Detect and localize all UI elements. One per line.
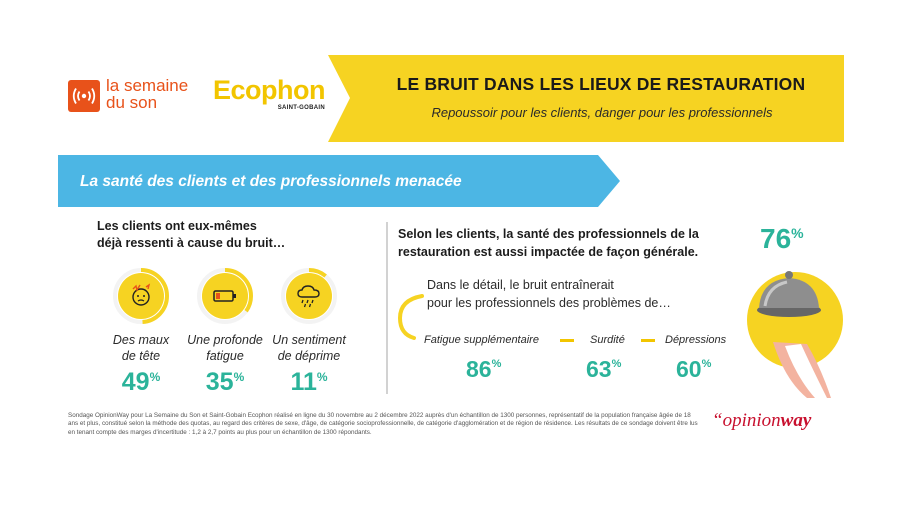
- stat-value: 35%: [175, 368, 275, 397]
- stat-value-unit: %: [316, 370, 328, 384]
- stat-value-unit: %: [149, 370, 161, 384]
- main-stat-unit: %: [791, 225, 804, 241]
- cat-fatigue-label: Fatigue supplémentaire: [424, 334, 539, 346]
- opinionway-quote: “: [712, 410, 723, 431]
- stat-value-number: 49: [121, 368, 150, 396]
- stat-label-line2: de déprime: [277, 349, 341, 363]
- cat-value-number: 60: [676, 356, 702, 382]
- left-heading-line1: Les clients ont eux-mêmes: [97, 219, 257, 233]
- left-heading-line2: déjà ressenti à cause du bruit…: [97, 236, 286, 250]
- stat-ring: [197, 268, 253, 324]
- sound-waves-icon: [68, 80, 100, 112]
- survey-footnote: Sondage OpinionWay pour La Semaine du So…: [68, 412, 698, 436]
- right-heading-line2: restauration est aussi impactée de façon…: [398, 245, 699, 259]
- right-heading: Selon les clients, la santé des professi…: [398, 225, 743, 261]
- stat-value-number: 35: [205, 368, 234, 396]
- detail-text: Dans le détail, le bruit entraînerait po…: [427, 276, 737, 312]
- stat-ring: [113, 268, 169, 324]
- stat-depression: Un sentiment de déprime 11%: [259, 268, 359, 398]
- title-banner: [328, 55, 844, 142]
- cat-value-unit: %: [611, 358, 622, 370]
- separator-dash: [641, 339, 655, 342]
- headache-icon: [118, 273, 164, 319]
- stat-value-unit: %: [233, 370, 245, 384]
- cat-depressions-value: 60%: [676, 356, 711, 383]
- section-banner: [58, 155, 620, 207]
- stat-label-line1: Une profonde: [187, 333, 263, 347]
- cat-value-number: 86: [466, 356, 492, 382]
- detail-line2: pour les professionnels des problèmes de…: [427, 296, 671, 310]
- cat-surdite-label: Surdité: [590, 334, 625, 346]
- opinionway-logo: “opinionway: [712, 410, 811, 432]
- cat-surdite-value: 63%: [586, 356, 621, 383]
- stat-headache: Des maux de tête 49%: [91, 268, 191, 398]
- la-semaine-du-son-logo: la semaine du son: [68, 77, 188, 112]
- cat-fatigue-value: 86%: [466, 356, 501, 383]
- cat-value-unit: %: [701, 358, 712, 370]
- waiter-tray-illustration: [747, 271, 843, 398]
- right-heading-line1: Selon les clients, la santé des professi…: [398, 227, 699, 241]
- cat-depressions-label: Dépressions: [665, 334, 727, 346]
- main-stat-value: 76%: [760, 223, 804, 255]
- cat-value-unit: %: [491, 358, 502, 370]
- stat-value-number: 11: [290, 368, 317, 396]
- detail-line1: Dans le détail, le bruit entraînerait: [427, 278, 614, 292]
- stat-ring: [281, 268, 337, 324]
- stat-fatigue: Une profonde fatigue 35%: [175, 268, 275, 398]
- ecophon-logo: Ecophon SAINT-GOBAIN: [213, 75, 326, 111]
- left-heading: Les clients ont eux-mêmes déjà ressenti …: [97, 218, 285, 252]
- opinionway-part1: opinion: [722, 410, 781, 431]
- bracket-arc: [397, 294, 424, 340]
- page-title: LE BRUIT DANS LES LIEUX DE RESTAURATION: [396, 74, 806, 94]
- rain-cloud-icon: [286, 273, 332, 319]
- stat-value: 11%: [259, 368, 359, 397]
- saint-gobain-label: SAINT-GOBAIN: [277, 105, 325, 111]
- cat-value-number: 63: [586, 356, 612, 382]
- separator-dash: [560, 339, 574, 342]
- ecophon-brand: Ecophon: [213, 75, 326, 105]
- low-battery-icon: [202, 273, 248, 319]
- opinionway-part2: way: [780, 410, 812, 431]
- page-subtitle: Repoussoir pour les clients, danger pour…: [431, 105, 773, 120]
- stat-label-line1: Un sentiment: [272, 333, 346, 347]
- main-stat-number: 76: [760, 223, 792, 254]
- brand1-line2: du son: [106, 93, 158, 112]
- section-divider: [386, 222, 388, 394]
- stat-label-line2: de tête: [121, 349, 161, 363]
- brand1-line1: la semaine: [106, 76, 189, 95]
- stat-label-line1: Des maux: [112, 333, 170, 347]
- section-banner-text: La santé des clients et des professionne…: [80, 173, 462, 190]
- stat-label-line2: fatigue: [206, 349, 244, 363]
- stat-value: 49%: [91, 368, 191, 397]
